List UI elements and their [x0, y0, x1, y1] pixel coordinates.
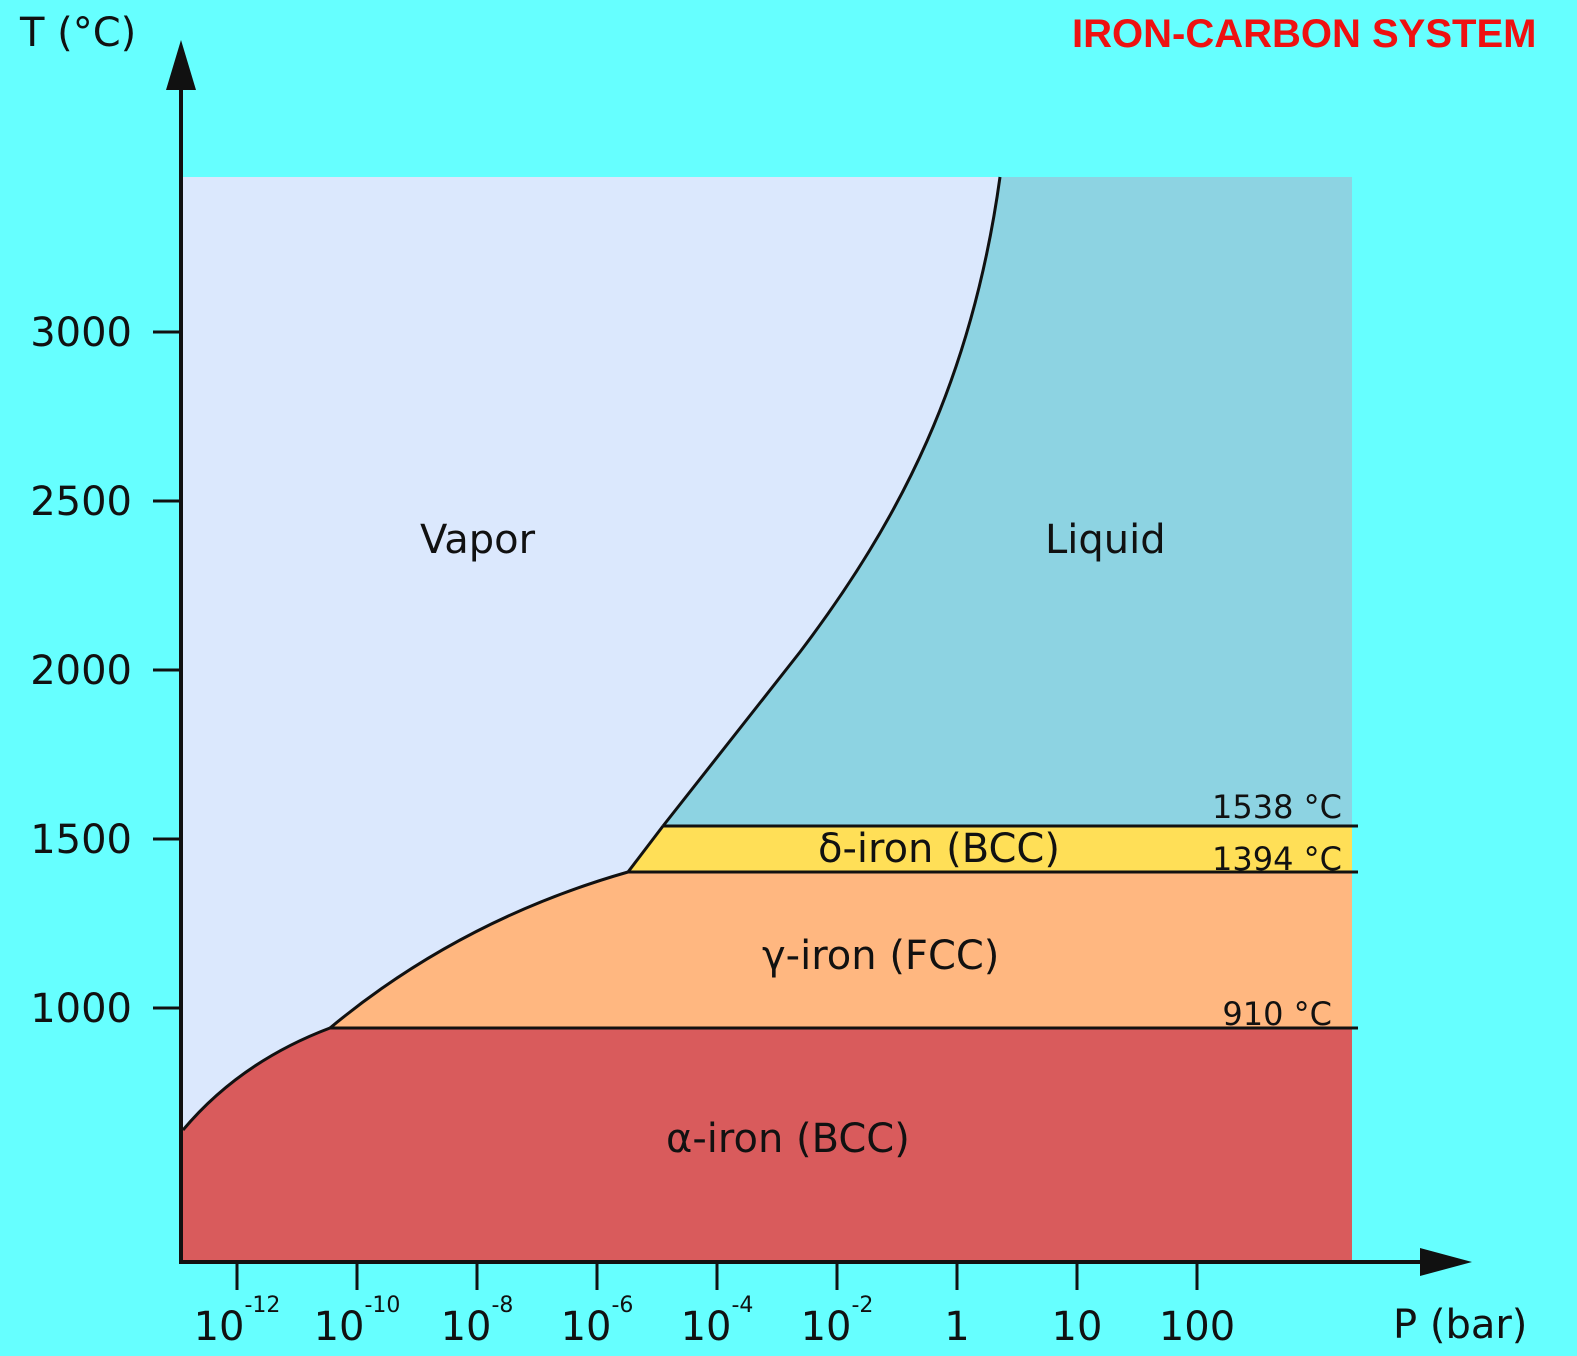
x-tick-exp: -2: [851, 1293, 873, 1318]
region-label: α-iron (BCC): [666, 1116, 910, 1162]
x-tick-base: 1: [944, 1304, 969, 1350]
x-tick-base: 10: [441, 1304, 492, 1350]
x-tick-exp: -10: [364, 1293, 400, 1318]
delta-vapor-curve: [626, 825, 665, 873]
x-axis-label: P (bar): [1393, 1302, 1527, 1348]
x-tick-label: 10: [1052, 1304, 1103, 1350]
x-tick-base: 10: [314, 1304, 365, 1350]
x-tick-exp: -6: [611, 1293, 633, 1318]
region-label: δ-iron (BCC): [818, 826, 1060, 872]
boiling-curve: [661, 176, 1002, 827]
y-tick-label: 2000: [30, 648, 132, 694]
x-tick-label: 10-4: [681, 1293, 754, 1350]
boundary-label: 910 °C: [1222, 995, 1332, 1033]
x-arrow: [1420, 1248, 1472, 1276]
y-tick-label: 1500: [30, 817, 132, 863]
x-tick-label: 1: [944, 1304, 969, 1350]
region-label: γ-iron (FCC): [762, 933, 999, 979]
axes: [179, 80, 1430, 1264]
x-tick-base: 100: [1159, 1304, 1235, 1350]
gamma-region: [330, 872, 1352, 1028]
x-tick-label: 10-2: [801, 1293, 874, 1350]
y-arrow: [166, 40, 196, 90]
x-tick-label: 100: [1159, 1304, 1235, 1350]
x-tick-exp: -8: [491, 1293, 513, 1318]
y-tick-label: 2500: [30, 479, 132, 525]
boundary-label: 1394 °C: [1212, 840, 1342, 878]
y-tick-label: 1000: [30, 986, 132, 1032]
x-tick-base: 10: [801, 1304, 852, 1350]
alpha-vapor-curve: [181, 1026, 331, 1131]
x-tick-label: 10-8: [441, 1293, 514, 1350]
x-tick-label: 10-10: [314, 1293, 401, 1350]
boundary-label: 1538 °C: [1212, 788, 1342, 826]
x-tick-exp: -12: [244, 1293, 280, 1318]
region-label: Liquid: [1045, 517, 1166, 563]
alpha-region: [183, 1028, 1352, 1262]
title: IRON-CARBON SYSTEM: [1072, 12, 1536, 56]
liquid-region: [663, 177, 1352, 826]
y-tick-label: 3000: [30, 310, 132, 356]
x-tick-base: 10: [194, 1304, 245, 1350]
x-tick-exp: -4: [731, 1293, 753, 1318]
region-label: Vapor: [420, 517, 536, 563]
x-tick-label: 10-6: [561, 1293, 634, 1350]
x-tick-base: 10: [1052, 1304, 1103, 1350]
gamma-vapor-curve: [329, 870, 629, 1030]
y-axis-label: T (°C): [19, 10, 136, 56]
x-tick-base: 10: [681, 1304, 732, 1350]
x-tick-base: 10: [561, 1304, 612, 1350]
delta-region: [628, 826, 1352, 872]
x-tick-label: 10-12: [194, 1293, 281, 1350]
phase-boundaries: [181, 176, 1358, 1131]
